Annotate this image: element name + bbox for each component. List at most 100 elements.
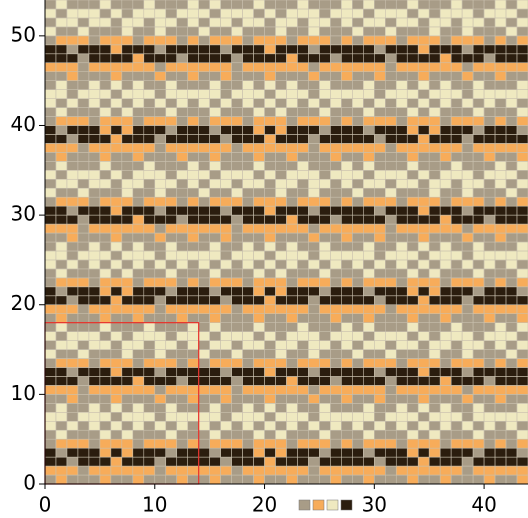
cell bbox=[88, 214, 101, 225]
cell bbox=[319, 456, 331, 467]
cell bbox=[121, 26, 134, 37]
cell bbox=[165, 134, 178, 144]
cell bbox=[55, 17, 68, 28]
cell bbox=[319, 98, 331, 108]
cell bbox=[341, 8, 353, 19]
cell bbox=[406, 8, 419, 19]
cell bbox=[330, 98, 342, 108]
cell bbox=[483, 8, 496, 19]
cell bbox=[242, 295, 254, 306]
cell bbox=[198, 295, 210, 306]
cell bbox=[363, 358, 375, 368]
cell bbox=[132, 71, 145, 81]
cell bbox=[417, 125, 430, 135]
cell bbox=[154, 0, 167, 10]
cell bbox=[406, 44, 419, 55]
cell bbox=[472, 474, 485, 485]
cell bbox=[121, 322, 134, 332]
cell bbox=[395, 465, 408, 476]
cell bbox=[77, 259, 90, 270]
cell bbox=[439, 403, 452, 413]
cell bbox=[297, 232, 309, 243]
cell bbox=[253, 169, 265, 180]
cell bbox=[44, 340, 57, 350]
cell bbox=[505, 35, 518, 46]
cell bbox=[494, 71, 507, 81]
cell bbox=[417, 80, 430, 90]
cell bbox=[231, 465, 243, 476]
cell bbox=[505, 116, 518, 126]
cell bbox=[483, 385, 496, 395]
cell bbox=[494, 8, 507, 19]
cell bbox=[494, 26, 507, 37]
cell bbox=[483, 403, 496, 413]
cell bbox=[198, 205, 210, 216]
cell bbox=[66, 429, 79, 440]
cell bbox=[242, 89, 254, 99]
cell bbox=[55, 295, 68, 306]
cell bbox=[220, 241, 232, 252]
cell bbox=[77, 447, 90, 458]
cell bbox=[77, 331, 90, 341]
cell bbox=[374, 17, 386, 28]
cell bbox=[450, 277, 463, 288]
cell bbox=[231, 250, 243, 261]
cell bbox=[494, 35, 507, 46]
cell bbox=[384, 295, 397, 306]
cell bbox=[483, 205, 496, 216]
cell bbox=[374, 358, 386, 368]
cell bbox=[439, 196, 452, 207]
cell bbox=[428, 98, 441, 108]
cell bbox=[110, 420, 123, 431]
cell bbox=[319, 331, 331, 341]
cell bbox=[417, 456, 430, 467]
cell bbox=[450, 268, 463, 279]
cell bbox=[439, 62, 452, 73]
cell bbox=[77, 98, 90, 108]
cell bbox=[308, 376, 320, 386]
cell bbox=[121, 456, 134, 467]
cell bbox=[88, 250, 101, 261]
cell bbox=[406, 403, 419, 413]
cell bbox=[44, 429, 57, 440]
cell bbox=[264, 340, 276, 350]
cell bbox=[461, 340, 474, 350]
cell bbox=[242, 152, 254, 162]
cell bbox=[264, 80, 276, 90]
cell bbox=[132, 161, 145, 171]
cell bbox=[143, 313, 156, 323]
cell bbox=[494, 232, 507, 243]
cell bbox=[220, 71, 232, 81]
cell bbox=[165, 53, 178, 64]
cell bbox=[77, 322, 90, 332]
cell bbox=[406, 223, 419, 234]
cell bbox=[121, 286, 134, 297]
cell bbox=[99, 429, 112, 440]
cell bbox=[330, 277, 342, 288]
cell bbox=[55, 169, 68, 180]
cell bbox=[516, 295, 528, 306]
cell bbox=[77, 187, 90, 198]
cell bbox=[99, 376, 112, 386]
cell bbox=[516, 0, 528, 10]
cell bbox=[483, 277, 496, 288]
cell bbox=[88, 0, 101, 10]
cell bbox=[483, 232, 496, 243]
cell bbox=[55, 80, 68, 90]
cell bbox=[450, 143, 463, 153]
cell bbox=[297, 376, 309, 386]
cell bbox=[253, 465, 265, 476]
cell bbox=[330, 187, 342, 198]
cell bbox=[516, 17, 528, 28]
cell bbox=[253, 35, 265, 46]
cell bbox=[187, 116, 199, 126]
cell bbox=[143, 178, 156, 189]
cell bbox=[341, 385, 353, 395]
cell bbox=[352, 367, 364, 377]
cell bbox=[88, 429, 101, 440]
cell bbox=[516, 411, 528, 422]
cell bbox=[198, 8, 210, 19]
cell bbox=[341, 161, 353, 171]
cell bbox=[428, 26, 441, 37]
